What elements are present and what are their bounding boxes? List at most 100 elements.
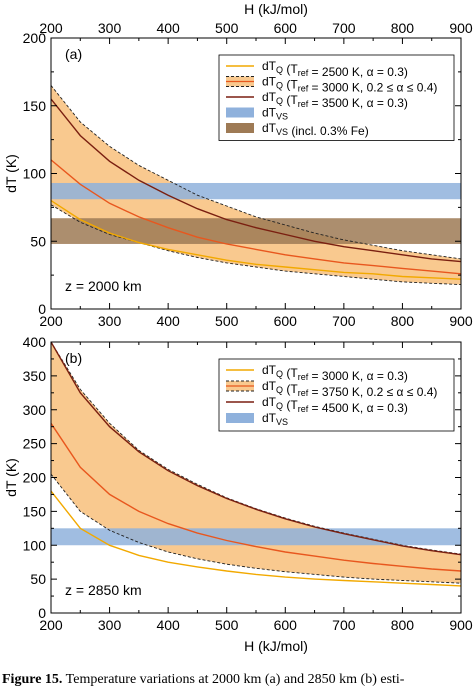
top-x-tick-label: 300 <box>98 20 122 36</box>
area-lower-bound <box>51 473 461 584</box>
y-tick-label: 0 <box>38 301 46 317</box>
y-axis-label: dT (K) <box>3 458 19 497</box>
legend-text: = 2500 K, α = 0.3) <box>308 65 408 79</box>
y-tick-label: 100 <box>23 537 47 553</box>
legend-subscript: ref <box>298 388 309 398</box>
panel-b: 200 300 400 500 600 700 800 900 0 50 100 150 200 250 3… <box>3 334 473 654</box>
dtvs-band-2 <box>51 218 461 244</box>
legend-text: (T <box>283 366 298 380</box>
top-x-tick-label: 900 <box>449 20 473 36</box>
x-tick-label: 800 <box>391 313 415 329</box>
y-tick-label: 200 <box>23 30 47 46</box>
x-tick-label: 200 <box>39 617 63 633</box>
legend-text: dT <box>262 411 277 425</box>
panel-label: (a) <box>65 46 82 62</box>
legend-subscript: Q <box>276 385 283 395</box>
y-tick-label: 400 <box>23 334 47 350</box>
series-line-3 <box>51 98 461 263</box>
dtvs-band-1 <box>51 528 461 546</box>
plot-area <box>51 342 461 587</box>
series-line-1 <box>51 200 461 280</box>
legend-subscript: ref <box>298 68 309 78</box>
legend-entry: dTQ (Tref = 2500 K, α = 0.3) <box>262 59 408 79</box>
legend-text: (T <box>283 398 298 412</box>
series-line-1 <box>51 490 461 587</box>
depth-annotation: z = 2850 km <box>65 582 142 598</box>
legend-text: dT <box>262 75 277 89</box>
series-line-2 <box>51 159 461 275</box>
legend-text: (T <box>283 382 298 396</box>
legend-entry: dTVS <box>262 411 288 427</box>
x-tick-label: 700 <box>332 617 356 633</box>
legend-subscript: Q <box>276 65 283 75</box>
y-tick-label: 250 <box>23 436 47 452</box>
legend-entry: dTVS (incl. 0.3% Fe) <box>262 121 369 138</box>
legend-text: = 3000 K, 0.2 ≤ α ≤ 0.4) <box>308 81 437 95</box>
legend-subscript: VS <box>276 112 288 122</box>
top-x-tick-label: 800 <box>391 20 415 36</box>
x-tick-label: 600 <box>274 313 298 329</box>
x-tick-label: 300 <box>98 617 122 633</box>
legend-subscript: VS <box>276 417 288 427</box>
legend: dTQ (Tref = 2500 K, α = 0.3)dTQ (Tref = … <box>218 54 455 141</box>
y-tick-label: 100 <box>23 166 47 182</box>
legend-subscript: ref <box>298 84 309 94</box>
legend-subscript: Q <box>276 81 283 91</box>
top-x-tick-label: 200 <box>39 20 63 36</box>
top-x-axis-label: H (kJ/mol) <box>244 1 308 17</box>
legend-text: = 4500 K, α = 0.3) <box>308 401 408 415</box>
series-line-3 <box>51 342 461 556</box>
legend-box <box>218 54 455 141</box>
legend-text: dT <box>262 59 277 73</box>
top-x-tick-label: 400 <box>156 20 180 36</box>
legend-text: dT <box>262 106 277 120</box>
panel-label: (b) <box>65 350 82 366</box>
dtvs-band-1 <box>51 182 461 200</box>
y-tick-label: 150 <box>23 98 47 114</box>
y-axis-label: dT (K) <box>3 154 19 193</box>
top-x-tick-label: 600 <box>274 20 298 36</box>
legend-text: (T <box>283 78 298 92</box>
legend-text: = 3000 K, α = 0.3) <box>308 369 408 383</box>
y-tick-label: 50 <box>30 233 46 249</box>
x-tick-label: 400 <box>156 617 180 633</box>
y-tick-label: 300 <box>23 402 47 418</box>
caption-label: Figure 15. <box>2 672 63 687</box>
x-tick-label: 200 <box>39 313 63 329</box>
legend-text: dT <box>262 379 277 393</box>
x-tick-label: 600 <box>274 617 298 633</box>
x-tick-label: 400 <box>156 313 180 329</box>
legend-subscript: ref <box>298 372 309 382</box>
legend-swatch-rect <box>226 413 254 423</box>
legend-subscript: Q <box>276 369 283 379</box>
y-tick-label: 50 <box>30 571 46 587</box>
x-tick-label: 700 <box>332 313 356 329</box>
legend-subscript: Q <box>276 96 283 106</box>
legend-subscript: Q <box>276 401 283 411</box>
legend-text: dT <box>262 395 277 409</box>
legend-text: = 3500 K, α = 0.3) <box>308 96 408 110</box>
legend-text: = 3750 K, 0.2 ≤ α ≤ 0.4) <box>308 385 437 399</box>
legend-text: dT <box>262 90 277 104</box>
legend-text: (T <box>283 62 298 76</box>
legend-swatch-rect <box>226 123 254 133</box>
caption-text: Temperature variations at 2000 km (a) an… <box>62 672 405 687</box>
legend-subscript: VS <box>276 127 288 137</box>
legend: dTQ (Tref = 3000 K, α = 0.3)dTQ (Tref = … <box>218 358 455 432</box>
legend-text: (T <box>283 93 298 107</box>
legend-text: dT <box>262 121 277 135</box>
top-x-tick-label: 700 <box>332 20 356 36</box>
legend-entry: dTQ (Tref = 3000 K, 0.2 ≤ α ≤ 0.4) <box>262 75 437 95</box>
y-tick-label: 0 <box>38 605 46 621</box>
x-tick-label: 500 <box>215 313 239 329</box>
legend-subscript: ref <box>298 99 309 109</box>
dtq-range-area <box>51 342 461 584</box>
depth-annotation: z = 2000 km <box>65 278 142 294</box>
legend-entry: dTQ (Tref = 3750 K, 0.2 ≤ α ≤ 0.4) <box>262 379 437 399</box>
legend-entry: dTQ (Tref = 4500 K, α = 0.3) <box>262 395 408 415</box>
legend-text: (incl. 0.3% Fe) <box>288 124 369 138</box>
area-upper-bound <box>51 85 461 260</box>
legend-entry: dTVS <box>262 106 288 122</box>
panel-a: 2002003003004004005005006006007007008008… <box>3 1 473 329</box>
